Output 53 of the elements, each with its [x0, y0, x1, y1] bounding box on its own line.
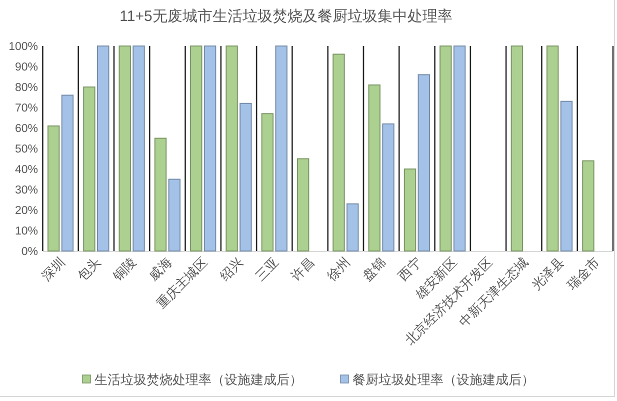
y-tick-label: 70%: [14, 102, 38, 114]
y-tick-label: 50%: [14, 144, 38, 156]
bar: [154, 138, 167, 252]
bar: [332, 54, 345, 252]
bar: [418, 74, 430, 252]
bar: [510, 46, 524, 252]
bar: [453, 46, 466, 252]
bar: [296, 158, 310, 252]
y-tick-label: 60%: [14, 123, 38, 135]
y-tick-label: 30%: [14, 184, 38, 196]
title: 11+5无废城市生活垃圾焚烧及餐厨垃圾集中处理率: [120, 8, 452, 25]
y-tick-label: 90%: [14, 62, 38, 74]
bar: [382, 123, 394, 252]
bar: [440, 46, 452, 252]
bar: [275, 46, 288, 252]
bar: [226, 46, 238, 252]
bar: [47, 125, 60, 252]
bar: [118, 46, 131, 252]
bar: [404, 168, 416, 252]
legend-label: 生活垃圾焚烧处理率（设施建成后）: [94, 372, 302, 387]
y-tick-label: 0%: [21, 246, 38, 258]
bar: [61, 94, 74, 252]
legend-label: 餐厨垃圾处理率（设施建成后）: [352, 372, 534, 387]
bar: [582, 160, 594, 252]
x-tick-label: 深圳: [38, 254, 68, 284]
bar: [261, 113, 274, 252]
y-tick-label: 10%: [14, 226, 38, 238]
bar: [368, 84, 380, 252]
bar: [190, 46, 202, 252]
x-tick-label: 徐州: [324, 254, 353, 284]
x-tick-label: 盘锦: [359, 254, 388, 284]
x-tick-label: 西宁: [395, 254, 424, 284]
y-tick-label: 40%: [14, 164, 38, 176]
bar: [240, 102, 252, 252]
y-tick-label: 80%: [14, 82, 38, 94]
x-tick-label: 许昌: [288, 254, 318, 284]
x-tick-label: 包头: [74, 254, 104, 284]
bar: [560, 100, 573, 252]
y-tick-label: 20%: [14, 205, 38, 217]
x-tick-label: 铜陵: [109, 254, 139, 284]
bar: [83, 86, 96, 252]
x-tick-label: 威海: [146, 254, 175, 284]
x-tick-label: 瑞金市: [564, 254, 602, 293]
x-tick-label: 光泽县: [528, 254, 567, 293]
bar: [132, 46, 145, 252]
bar: [346, 203, 359, 252]
y-tick-label: 100%: [8, 41, 38, 53]
bar: [546, 46, 559, 252]
bar: [168, 178, 181, 252]
x-tick-label: 绍兴: [216, 254, 246, 284]
bar: [97, 46, 110, 252]
bar: [204, 46, 216, 252]
x-tick-label: 三亚: [252, 254, 282, 284]
